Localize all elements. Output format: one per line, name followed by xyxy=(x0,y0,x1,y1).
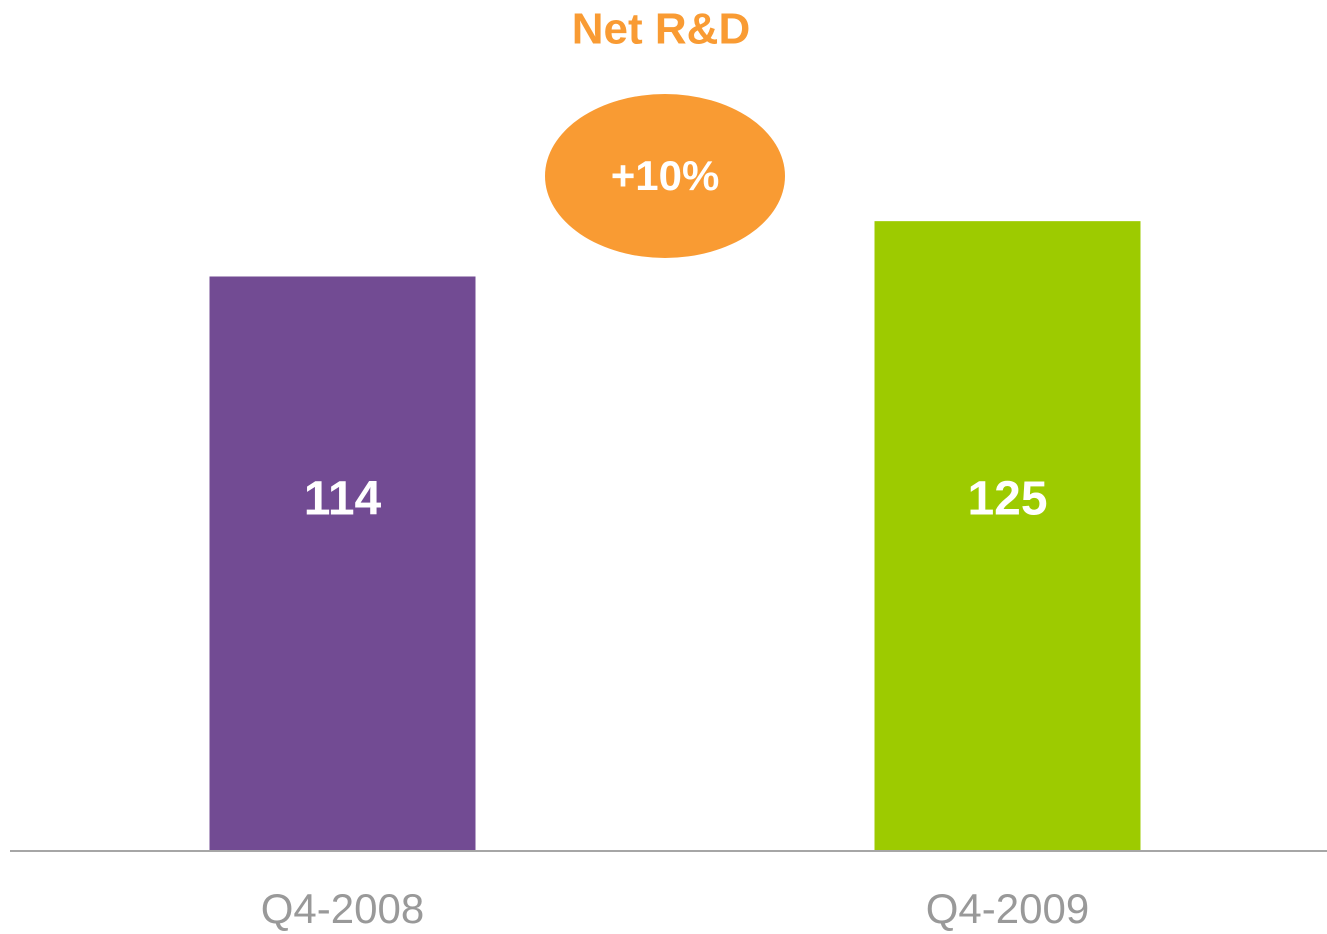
x-tick-label: Q4-2009 xyxy=(926,885,1089,932)
bar xyxy=(209,276,476,850)
data-label: 114 xyxy=(304,473,382,526)
data-label: 125 xyxy=(967,473,1047,526)
x-tick-label: Q4-2008 xyxy=(261,885,424,932)
bar xyxy=(874,221,1141,851)
annotation: +10% xyxy=(611,152,720,199)
chart-title: Net R&D xyxy=(572,5,750,54)
annotation-badge xyxy=(545,94,785,258)
